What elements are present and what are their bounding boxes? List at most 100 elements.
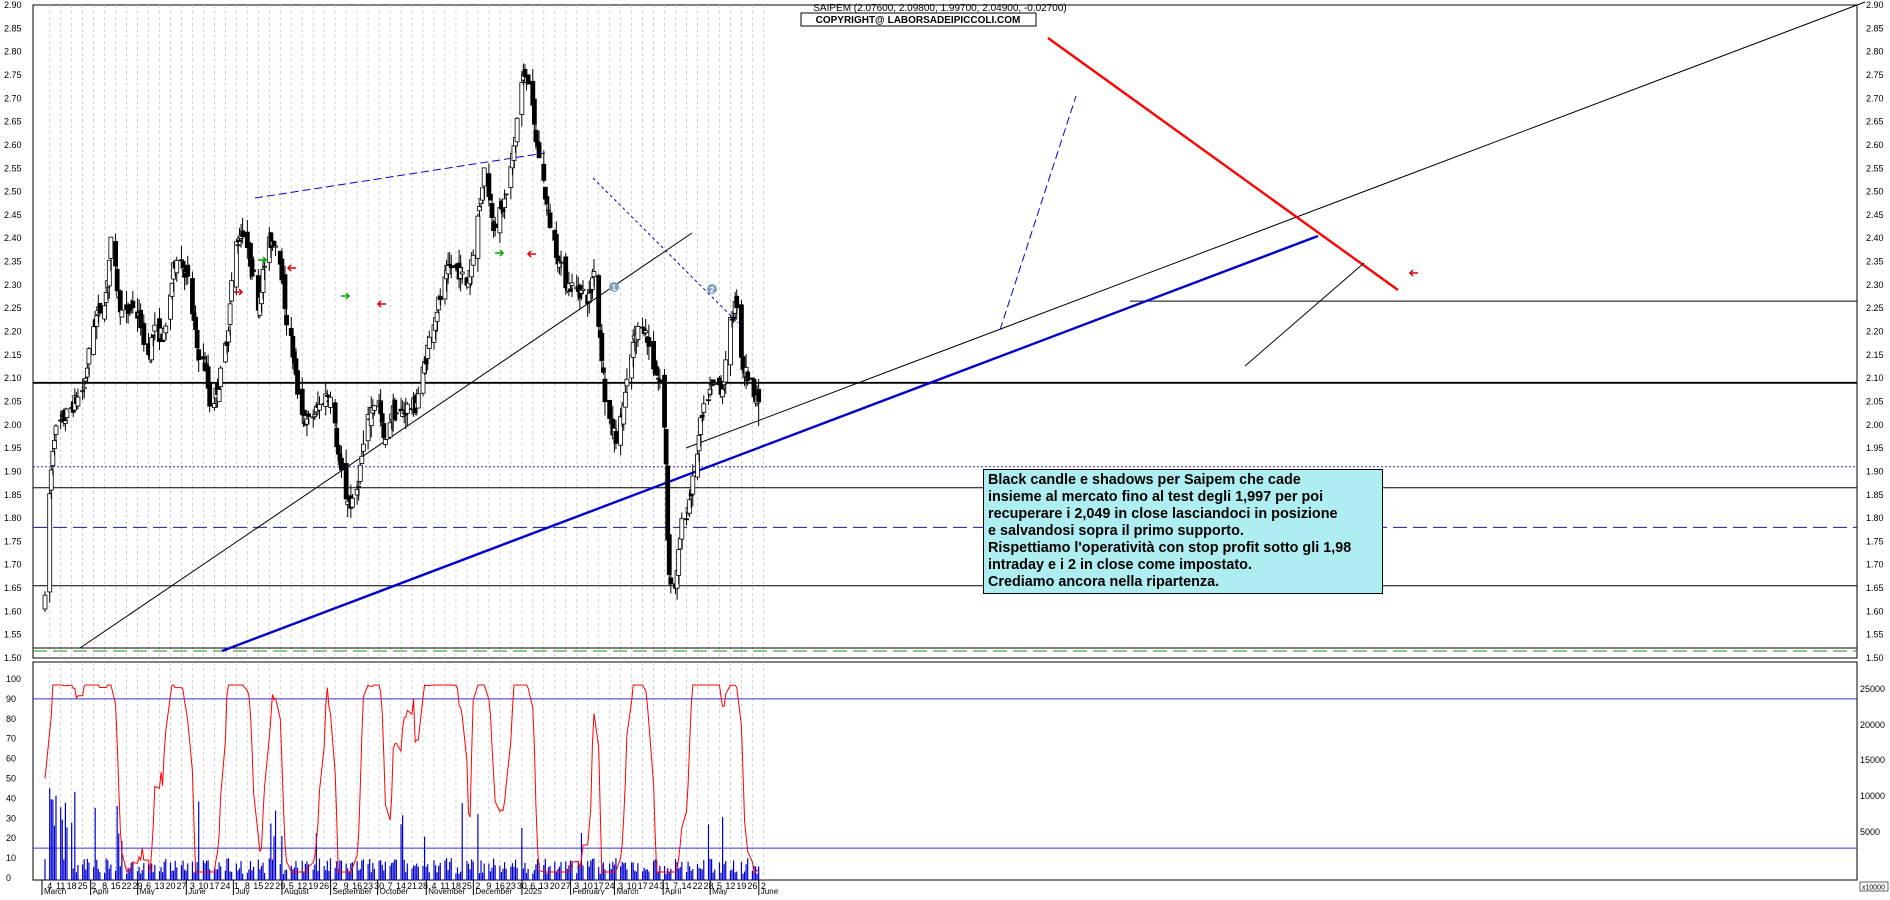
candle-body	[712, 382, 718, 385]
candle-body	[194, 329, 200, 349]
date-tick: 21	[407, 881, 417, 891]
candle-body	[489, 203, 495, 218]
date-tick: 7	[673, 881, 678, 891]
price-tick-right: 2.20	[1866, 327, 1884, 337]
candle-body	[359, 455, 365, 464]
candle-body	[728, 317, 733, 366]
date-tick: 9	[486, 881, 491, 891]
oscillator-tick: 90	[6, 694, 16, 704]
date-tick: 6	[530, 881, 535, 891]
price-tick-left: 2.90	[4, 0, 22, 10]
oscillator-tick: 40	[6, 793, 16, 803]
candle-body	[756, 388, 762, 403]
price-tick-left: 2.50	[4, 187, 22, 197]
candle-body	[676, 549, 682, 576]
annotation-line: Rispettiamo l'operatività con stop profi…	[988, 540, 1352, 556]
date-tick: 11	[440, 881, 449, 891]
price-tick-right: 1.60	[1866, 606, 1884, 616]
candle-body	[48, 469, 54, 491]
candle-body	[365, 414, 371, 442]
candle-body	[558, 261, 564, 264]
month-label: April	[93, 887, 109, 895]
candle-body	[706, 399, 711, 402]
date-tick: 5	[717, 881, 722, 891]
volume-tick: 25000	[1860, 684, 1885, 694]
price-tick-right: 2.25	[1866, 303, 1884, 313]
price-tick-left: 2.40	[4, 233, 22, 243]
price-tick-right: 2.15	[1866, 350, 1884, 360]
candle-body	[350, 497, 355, 508]
date-tick: 19	[308, 881, 318, 891]
oscillator-panel-frame	[32, 661, 1858, 881]
candle-body	[260, 268, 266, 293]
candle-body	[295, 370, 300, 395]
oscillator-tick: 80	[6, 714, 16, 724]
price-tick-right: 1.75	[1866, 536, 1884, 546]
dashed-trendline	[999, 95, 1077, 331]
date-tick: 19	[736, 881, 746, 891]
price-tick-right: 2.55	[1866, 163, 1884, 173]
candle-body	[640, 326, 645, 329]
month-label: September	[333, 887, 372, 895]
volume-tick: 5000	[1860, 827, 1880, 837]
price-tick-left: 2.25	[4, 303, 22, 313]
candle-body	[663, 428, 669, 465]
month-label: February	[573, 887, 605, 895]
price-tick-left: 2.60	[4, 140, 22, 150]
volume-unit-label: x10000	[1862, 885, 1885, 892]
candle-body	[284, 314, 289, 326]
date-tick: 2	[761, 881, 766, 891]
candle-body	[624, 378, 630, 387]
candle-body	[591, 271, 597, 277]
month-label: March	[44, 887, 66, 895]
candle-body	[448, 265, 454, 269]
date-tick: 24	[605, 881, 615, 891]
date-tick: 20	[550, 881, 560, 891]
date-tick: 24	[649, 881, 659, 891]
candle-body	[163, 325, 169, 334]
month-label: August	[284, 887, 310, 895]
candle-body	[599, 332, 605, 362]
date-tick: 26	[747, 881, 757, 891]
price-tick-right: 2.30	[1866, 280, 1884, 290]
candle-body	[470, 254, 476, 266]
price-tick-right: 1.80	[1866, 513, 1884, 523]
price-tick-right: 1.50	[1866, 653, 1884, 663]
signal-arrow	[495, 249, 505, 257]
date-tick: 26	[319, 881, 329, 891]
annotation-line: insieme al mercato fino al test degli 1,…	[988, 489, 1324, 505]
candle-body	[426, 336, 432, 349]
month-label: October	[380, 887, 409, 895]
trend-lines	[79, 1, 1866, 653]
candle-body	[149, 337, 155, 361]
candle-body	[75, 396, 81, 407]
candle-body	[356, 485, 362, 488]
date-tick: 25	[462, 881, 472, 891]
price-tick-right: 2.90	[1866, 0, 1884, 10]
signal-arrow	[526, 250, 536, 258]
candle-body	[301, 409, 307, 416]
date-tick: 13	[539, 881, 549, 891]
price-tick-left: 2.20	[4, 327, 22, 337]
date-tick: 15	[111, 881, 121, 891]
horizontal-levels	[33, 300, 1857, 849]
candle-body	[179, 259, 184, 262]
candle-body	[216, 388, 222, 403]
candle-body	[502, 198, 507, 208]
date-tick: 17	[638, 881, 648, 891]
candle-body	[174, 260, 180, 274]
price-tick-left: 1.55	[4, 630, 22, 640]
oscillator-line	[44, 684, 759, 873]
candle-body	[690, 475, 696, 495]
candle-body	[343, 463, 349, 500]
price-tick-right: 2.40	[1866, 233, 1884, 243]
date-tick: 4	[431, 881, 436, 891]
oscillator-line	[44, 684, 759, 873]
price-tick-left: 2.65	[4, 117, 22, 127]
month-label: May	[140, 887, 155, 895]
candle-body	[569, 282, 575, 286]
marker-circle	[707, 284, 717, 294]
signal-arrow	[258, 256, 268, 264]
candle-body	[106, 259, 112, 287]
